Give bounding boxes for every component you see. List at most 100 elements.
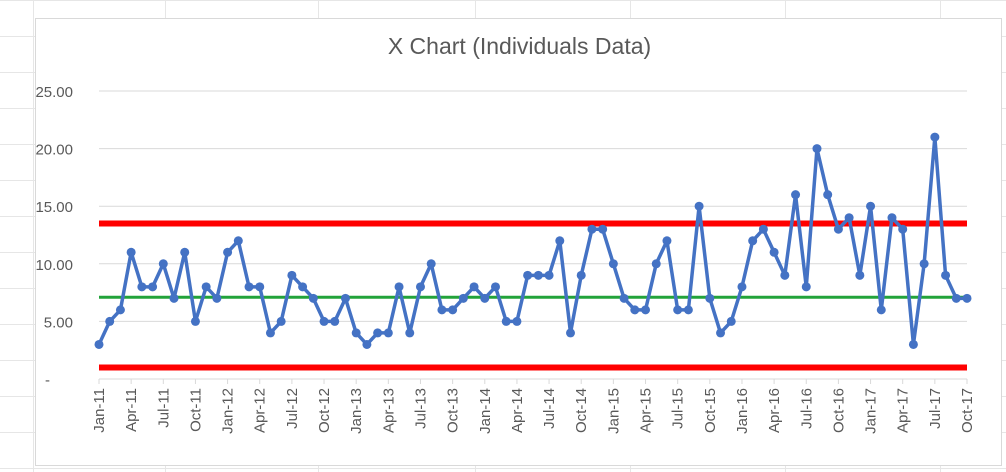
data-point — [265, 328, 275, 338]
x-tick-label: Jul-14 — [541, 388, 558, 429]
x-tick-label: Apr-12 — [252, 388, 269, 433]
y-tick-label: 15.00 — [36, 199, 73, 216]
data-point — [673, 305, 683, 315]
data-point — [426, 259, 436, 269]
y-tick-label: 10.00 — [36, 257, 73, 274]
x-tick-label: Apr-15 — [638, 388, 655, 433]
data-point — [662, 236, 672, 246]
data-point — [233, 236, 243, 246]
data-point — [876, 305, 886, 315]
data-point — [748, 236, 758, 246]
x-tick-label: Jan-11 — [91, 388, 108, 433]
data-point — [587, 224, 597, 234]
data-point — [705, 293, 715, 303]
plot-area: - 5.00 10.00 15.00 20.00 25.00 Jan-11 Apr-11 Jul… — [36, 84, 976, 434]
data-point — [490, 282, 500, 292]
y-tick-label: 20.00 — [36, 142, 73, 159]
data-point — [780, 270, 790, 280]
data-point — [801, 282, 811, 292]
data-point — [415, 282, 425, 292]
data-point — [190, 316, 200, 326]
data-point — [930, 132, 940, 142]
data-point — [855, 270, 865, 280]
y-tick-label: 5.00 — [44, 314, 73, 331]
x-tick-label: Apr-11 — [123, 388, 140, 432]
data-point — [458, 293, 468, 303]
data-point — [941, 270, 951, 280]
x-tick-label: Apr-17 — [895, 388, 912, 433]
data-point — [512, 316, 522, 326]
data-point — [383, 328, 393, 338]
data-point — [758, 224, 768, 234]
data-point — [244, 282, 254, 292]
x-tick-label: Apr-16 — [766, 388, 783, 433]
data-point — [951, 293, 961, 303]
data-point — [362, 339, 372, 349]
x-tick-label: Apr-14 — [509, 388, 526, 433]
data-point — [158, 259, 168, 269]
data-point — [480, 293, 490, 303]
x-tick-label: Jul-11 — [155, 388, 172, 428]
data-point — [148, 282, 158, 292]
data-point — [287, 270, 297, 280]
x-tick-label: Oct-13 — [445, 388, 462, 433]
data-point — [908, 339, 918, 349]
data-point — [962, 293, 972, 303]
data-point — [533, 270, 543, 280]
data-point — [180, 247, 190, 257]
data-point — [319, 316, 329, 326]
data-series-line — [97, 135, 967, 347]
data-point — [523, 270, 533, 280]
data-point — [791, 190, 801, 200]
data-point — [298, 282, 308, 292]
data-point — [373, 328, 383, 338]
x-tick-label: Oct-16 — [830, 388, 847, 433]
data-point — [126, 247, 136, 257]
data-point — [576, 270, 586, 280]
data-point — [919, 259, 929, 269]
x-tick-label: Jan-16 — [734, 388, 751, 434]
x-tick-label: Jul-12 — [284, 388, 301, 429]
data-point — [137, 282, 147, 292]
data-point — [866, 201, 876, 211]
data-point — [330, 316, 340, 326]
y-tick-label: - — [45, 372, 50, 389]
data-point — [94, 339, 104, 349]
data-point — [823, 190, 833, 200]
x-tick-label: Oct-12 — [316, 388, 333, 433]
x-tick-label: Jan-12 — [220, 388, 237, 434]
data-point — [651, 259, 661, 269]
data-point — [351, 328, 361, 338]
data-point — [726, 316, 736, 326]
data-point — [105, 316, 115, 326]
data-point — [469, 282, 479, 292]
y-tick-label: 25.00 — [36, 84, 73, 101]
x-tick-label: Oct-15 — [702, 388, 719, 433]
x-tick-label: Jan-14 — [477, 388, 494, 434]
x-tick-label: Apr-13 — [380, 388, 397, 433]
data-point — [769, 247, 779, 257]
data-point — [169, 293, 179, 303]
data-point — [608, 259, 618, 269]
data-point — [683, 305, 693, 315]
data-point — [898, 224, 908, 234]
data-point — [340, 293, 350, 303]
data-point — [887, 213, 897, 223]
data-point — [598, 224, 608, 234]
x-tick-label: Oct-17 — [959, 388, 976, 433]
data-point — [115, 305, 125, 315]
chart-area[interactable]: X Chart (Individuals Data) - 5.00 10.00 15.… — [35, 18, 1002, 466]
data-point — [630, 305, 640, 315]
data-point — [448, 305, 458, 315]
data-point — [394, 282, 404, 292]
x-tick-label: Jul-15 — [670, 388, 687, 429]
data-point — [833, 224, 843, 234]
data-point — [201, 282, 211, 292]
x-tick-label: Jul-16 — [798, 388, 815, 429]
x-tick-label: Jan-13 — [348, 388, 365, 434]
data-point — [737, 282, 747, 292]
x-tick-label: Jul-17 — [927, 388, 944, 429]
data-point — [619, 293, 629, 303]
data-point — [544, 270, 554, 280]
data-point — [844, 213, 854, 223]
